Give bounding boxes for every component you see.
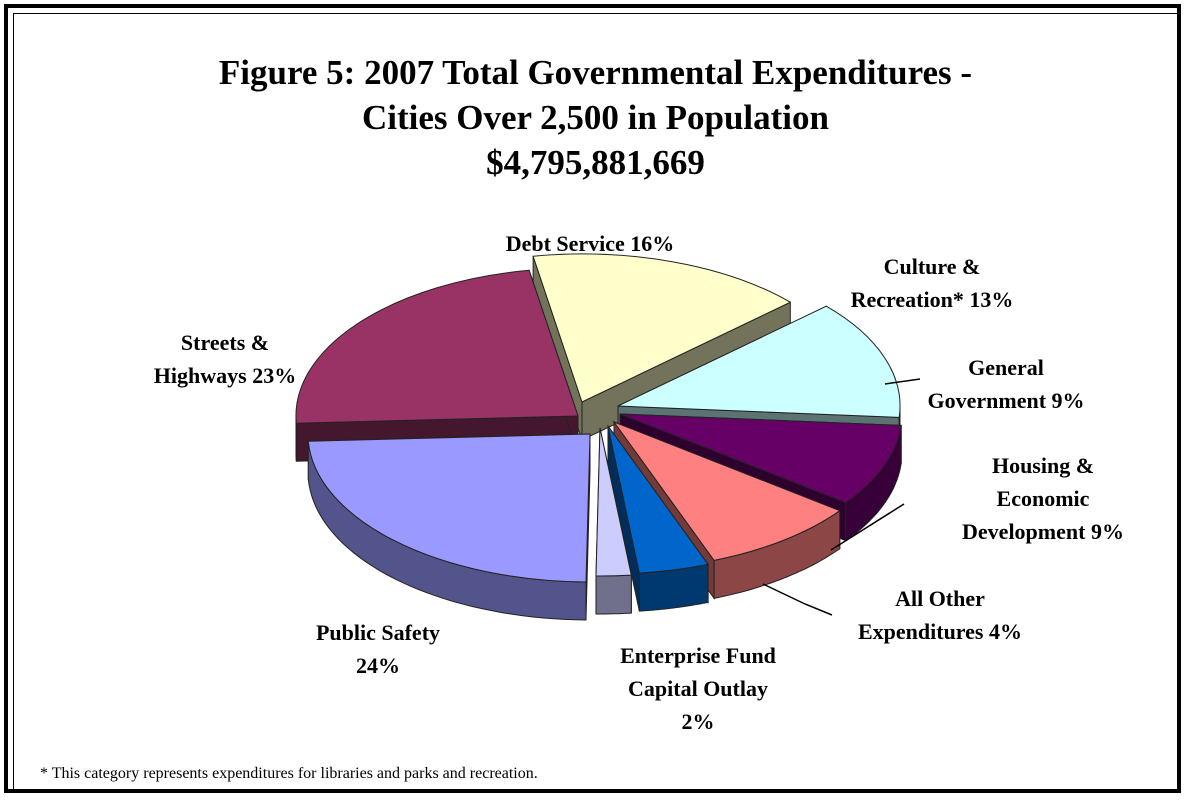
label-culture-recreation: Culture & Recreation* 13% xyxy=(851,254,1014,312)
slice-debt-service xyxy=(532,253,792,403)
label-general-government: General Government 9% xyxy=(927,355,1084,413)
leader-lines xyxy=(762,378,921,616)
slice-housing-economic-development xyxy=(612,420,841,561)
slice-culture-recreation xyxy=(617,305,901,418)
pie-top-faces xyxy=(295,253,902,583)
label-public-safety: Public Safety 24% xyxy=(316,620,440,678)
chart-title-line-3: $4,795,881,669 xyxy=(486,143,705,182)
label-streets-highways: Streets & Highways 23% xyxy=(154,330,296,388)
leader-line-all-other-expenditures xyxy=(762,583,833,616)
label-enterprise-fund-capital-outlay: Enterprise Fund Capital Outlay 2% xyxy=(620,643,776,734)
footnote: * This category represents expenditures … xyxy=(40,765,538,782)
slice-general-government xyxy=(619,413,902,504)
label-debt-service: Debt Service 16% xyxy=(506,231,675,256)
slice-streets-highways xyxy=(295,269,579,424)
chart-title-line-1: Figure 5: 2007 Total Governmental Expend… xyxy=(218,53,973,92)
slice-enterprise-fund-capital-outlay xyxy=(595,427,632,577)
label-housing-economic-development: Housing & Economic Development 9% xyxy=(962,453,1124,544)
leader-line-general-government xyxy=(884,378,921,385)
slice-all-other-expenditures xyxy=(607,425,709,574)
slice-labels: Debt Service 16% Culture & Recreation* 13%… xyxy=(154,231,1124,734)
slice-public-safety xyxy=(307,433,591,583)
chart-title-line-2: Cities Over 2,500 in Population xyxy=(361,98,829,137)
leader-line-housing-economic-development xyxy=(830,503,905,551)
label-all-other-expenditures: All Other Expenditures 4% xyxy=(858,586,1022,644)
